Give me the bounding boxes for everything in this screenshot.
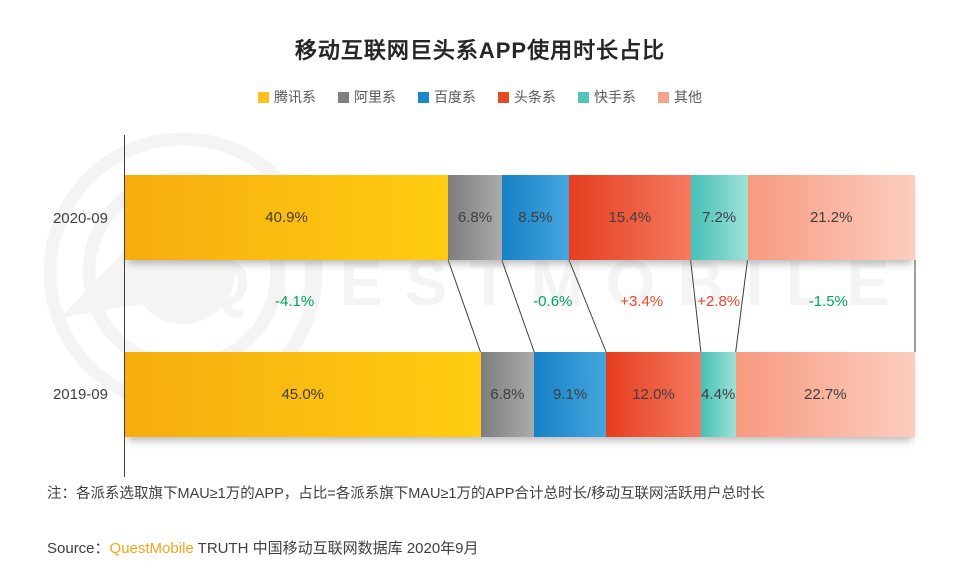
segment-value-label: 8.5% bbox=[518, 209, 553, 226]
legend-swatch-icon bbox=[258, 91, 269, 103]
legend-item-0: 腾讯系 bbox=[258, 87, 316, 107]
legend-label: 阿里系 bbox=[354, 89, 396, 105]
segment-头条系-2020-09: 15.4% bbox=[568, 175, 691, 260]
segment-百度系-2020-09: 8.5% bbox=[501, 175, 569, 260]
segment-value-label: 15.4% bbox=[608, 209, 652, 226]
change-label-快手系: +2.8% bbox=[697, 293, 741, 310]
segment-value-label: 6.8% bbox=[490, 386, 525, 403]
legend-label: 百度系 bbox=[434, 89, 476, 105]
segment-阿里系-2019-09: 6.8% bbox=[480, 352, 535, 437]
segment-value-label: 45.0% bbox=[281, 386, 325, 403]
source-line: Source：QuestMobile TRUTH 中国移动互联网数据库 2020… bbox=[47, 537, 479, 558]
legend-label: 其他 bbox=[674, 89, 702, 105]
legend-swatch-icon bbox=[418, 91, 429, 103]
segment-百度系-2019-09: 9.1% bbox=[534, 352, 607, 437]
change-label-百度系: -0.6% bbox=[533, 293, 573, 310]
segment-value-label: 22.7% bbox=[804, 386, 847, 403]
legend-label: 腾讯系 bbox=[274, 89, 316, 105]
segment-快手系-2020-09: 7.2% bbox=[690, 175, 748, 260]
segment-快手系-2019-09: 4.4% bbox=[700, 352, 736, 437]
legend-swatch-icon bbox=[498, 91, 509, 103]
legend-item-5: 其他 bbox=[658, 87, 702, 107]
legend-swatch-icon bbox=[338, 91, 349, 103]
bar-2019-09: 45.0% 6.8% 9.1% 12.0% 4.4% 22.7% bbox=[125, 352, 915, 437]
segment-其他-2020-09: 21.2% bbox=[747, 175, 915, 260]
segment-value-label: 6.8% bbox=[457, 209, 493, 226]
legend-label: 头条系 bbox=[514, 89, 556, 105]
legend-item-4: 快手系 bbox=[578, 87, 636, 107]
legend-swatch-icon bbox=[578, 91, 589, 103]
segment-value-label: 7.2% bbox=[701, 209, 737, 226]
legend-item-2: 百度系 bbox=[418, 87, 476, 107]
page-title: 移动互联网巨头系APP使用时长占比 bbox=[294, 38, 666, 63]
bar-2020-09: 40.9% 6.8% 8.5% 15.4% 7.2% 21.2% bbox=[125, 175, 915, 260]
segment-value-label: 12.0% bbox=[632, 386, 675, 403]
legend-swatch-icon bbox=[658, 91, 669, 103]
segment-value-label: 4.4% bbox=[701, 386, 736, 403]
segment-其他-2019-09: 22.7% bbox=[735, 352, 915, 437]
legend: 腾讯系 阿里系 百度系 头条系 快手系 其他 bbox=[0, 87, 960, 107]
segment-value-label: 9.1% bbox=[553, 386, 588, 403]
segment-腾讯系-2020-09: 40.9% bbox=[125, 175, 449, 260]
legend-label: 快手系 bbox=[594, 89, 636, 105]
change-label-腾讯系: -4.1% bbox=[275, 293, 315, 310]
segment-value-label: 21.2% bbox=[809, 209, 853, 226]
source-brand: QuestMobile bbox=[109, 540, 194, 557]
change-label-其他: -1.5% bbox=[808, 293, 848, 310]
segment-value-label: 40.9% bbox=[265, 209, 308, 226]
footnote: 注：各派系选取旗下MAU≥1万的APP，占比=各派系旗下MAU≥1万的APP合计… bbox=[47, 486, 766, 502]
legend-item-3: 头条系 bbox=[498, 87, 556, 107]
ytick-2019-09: 2019-09 bbox=[52, 386, 108, 403]
segment-腾讯系-2019-09: 45.0% bbox=[125, 352, 481, 437]
source-suffix: TRUTH 中国移动互联网数据库 2020年9月 bbox=[197, 540, 479, 557]
legend-item-1: 阿里系 bbox=[338, 87, 396, 107]
ytick-2020-09: 2020-09 bbox=[52, 210, 108, 227]
change-label-头条系: +3.4% bbox=[620, 293, 664, 310]
segment-阿里系-2020-09: 6.8% bbox=[448, 175, 502, 260]
source-prefix: Source： bbox=[47, 540, 110, 557]
segment-头条系-2019-09: 12.0% bbox=[606, 352, 701, 437]
